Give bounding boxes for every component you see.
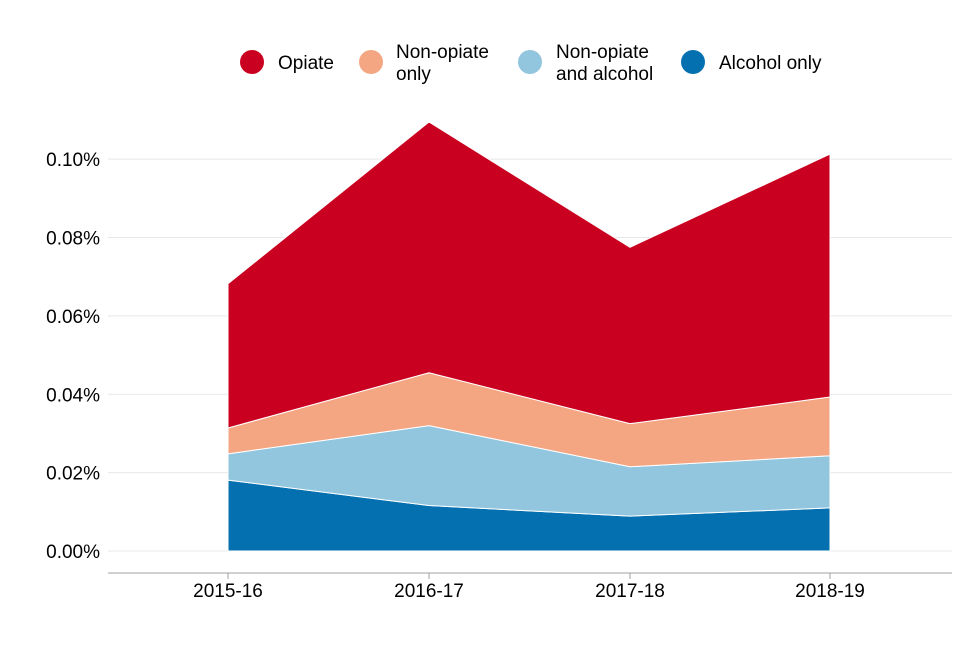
legend-swatch xyxy=(359,50,383,74)
legend-swatch xyxy=(681,50,705,74)
y-tick-label: 0.10% xyxy=(46,150,100,171)
x-tick-label: 2015-16 xyxy=(193,581,263,602)
legend-label-line: and alcohol xyxy=(556,64,653,85)
x-tick-label: 2018-19 xyxy=(795,581,865,602)
area-opiate xyxy=(227,121,831,429)
legend-item-alcohol-only: Alcohol only xyxy=(681,50,822,74)
legend-label-line: Non-opiate xyxy=(396,42,489,63)
legend-swatch xyxy=(518,50,542,74)
legend-label-line: only xyxy=(396,64,431,85)
area-series xyxy=(227,121,831,552)
x-tick-label: 2017-18 xyxy=(595,581,665,602)
legend-label: Alcohol only xyxy=(719,53,822,74)
y-tick-label: 0.08% xyxy=(46,229,100,250)
axes: 0.00% 0.02% 0.04% 0.06% 0.08% 0.10% 2015-16 201… xyxy=(46,150,952,602)
x-tick-label: 2016-17 xyxy=(394,581,464,602)
y-tick-label: 0.04% xyxy=(46,385,100,406)
legend-swatch xyxy=(240,50,264,74)
legend-label: Opiate xyxy=(278,53,334,74)
y-tick-label: 0.06% xyxy=(46,307,100,328)
y-tick-label: 0.00% xyxy=(46,542,100,563)
y-tick-label: 0.02% xyxy=(46,464,100,485)
legend-item-opiate: Opiate xyxy=(240,50,334,74)
legend-label-line: Non-opiate xyxy=(556,42,649,63)
